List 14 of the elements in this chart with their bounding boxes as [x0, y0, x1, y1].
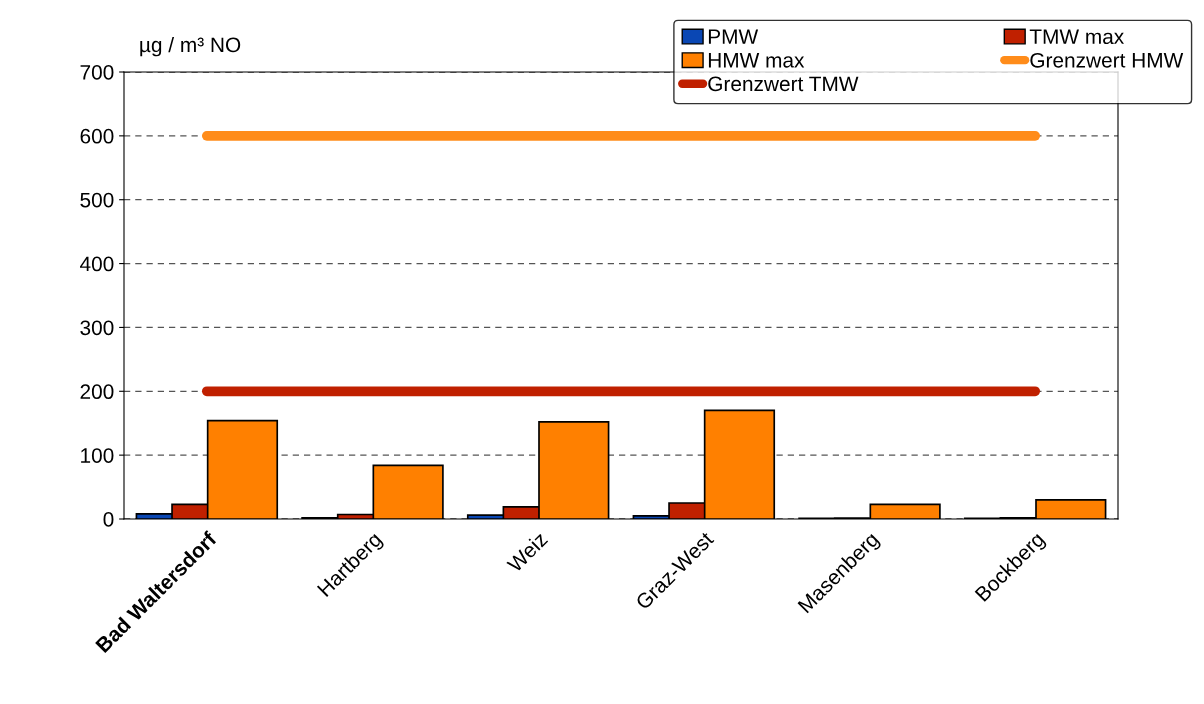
y-tick-label: 500 [80, 192, 114, 208]
y-tick-label: 400 [80, 256, 114, 272]
legend-label: Grenzwert TMW [708, 76, 859, 92]
y-tick-label: 100 [81, 448, 114, 463]
y-axis-title: µg / m³ NO [140, 36, 241, 57]
legend-label: TMW max [1029, 29, 1124, 45]
legend-label: Grenzwert HMW [1030, 52, 1184, 68]
y-tick-label: 200 [80, 384, 114, 400]
y-tick-label: 0 [103, 512, 114, 527]
legend-label: HMW max [708, 53, 805, 68]
y-tick-label: 700 [80, 65, 114, 80]
y-tick-label: 600 [80, 128, 114, 144]
legend-label: PMW [708, 29, 759, 44]
y-tick-label: 300 [80, 320, 114, 336]
